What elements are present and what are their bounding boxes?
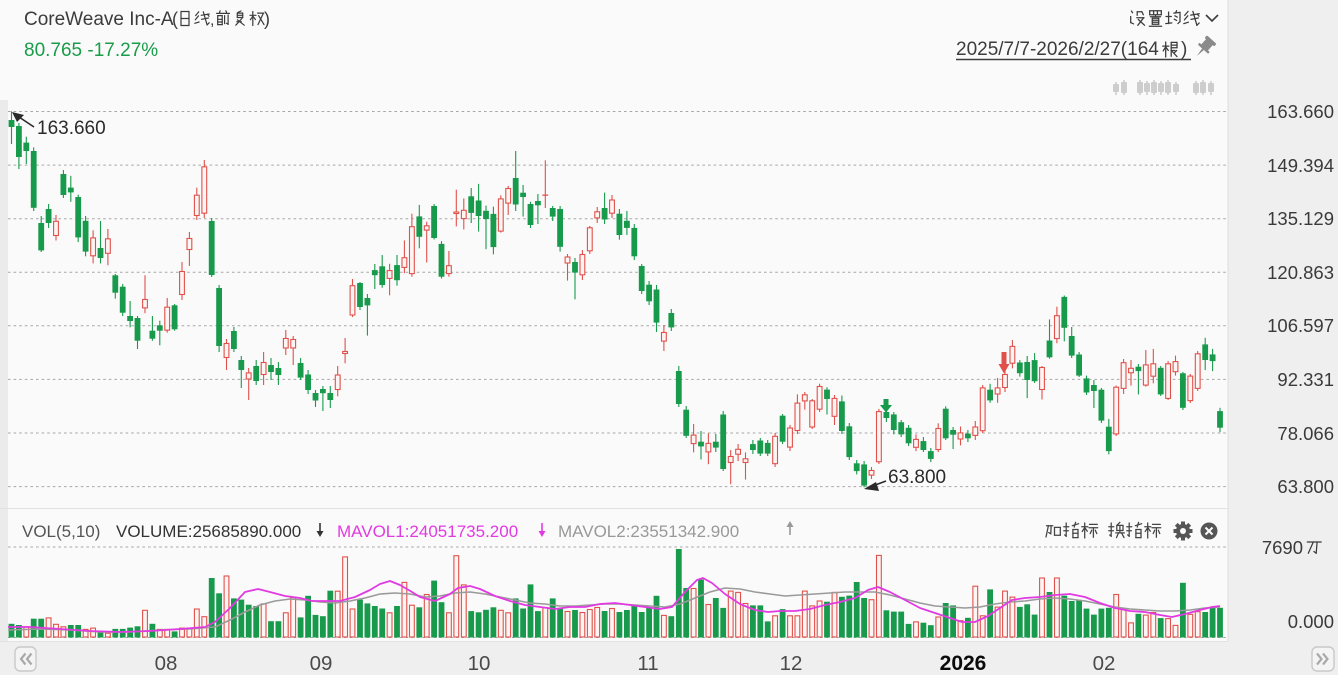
svg-text:10: 10 bbox=[468, 652, 491, 675]
svg-text:63.800: 63.800 bbox=[888, 467, 946, 488]
svg-text:VOL(5,10): VOL(5,10) bbox=[22, 522, 100, 541]
svg-text:80.765 -17.27%: 80.765 -17.27% bbox=[24, 40, 158, 61]
svg-text:VOLUME:25685890.000: VOLUME:25685890.000 bbox=[116, 522, 301, 541]
svg-text:7690: 7690 bbox=[1262, 537, 1303, 558]
svg-text:2026: 2026 bbox=[940, 652, 987, 675]
svg-text:): ) bbox=[264, 9, 270, 29]
svg-text:120.863: 120.863 bbox=[1267, 262, 1334, 283]
svg-text:11: 11 bbox=[637, 652, 658, 675]
svg-text:163.660: 163.660 bbox=[1267, 101, 1334, 122]
svg-text:2025/7/7-2026/2/27(164: 2025/7/7-2026/2/27(164 bbox=[956, 39, 1159, 60]
svg-text:63.800: 63.800 bbox=[1277, 476, 1334, 497]
svg-text:): ) bbox=[1181, 39, 1187, 60]
svg-text:08: 08 bbox=[155, 652, 178, 675]
svg-text:(: ( bbox=[172, 9, 178, 29]
svg-text:149.394: 149.394 bbox=[1267, 155, 1334, 176]
svg-text:135.129: 135.129 bbox=[1267, 208, 1334, 229]
svg-text:163.660: 163.660 bbox=[37, 118, 106, 139]
svg-text:78.066: 78.066 bbox=[1277, 423, 1334, 444]
svg-text:02: 02 bbox=[1093, 652, 1116, 675]
svg-text:0.000: 0.000 bbox=[1288, 611, 1334, 632]
svg-text:106.597: 106.597 bbox=[1267, 315, 1334, 336]
svg-text:MAVOL1:24051735.200: MAVOL1:24051735.200 bbox=[337, 522, 518, 541]
svg-text:12: 12 bbox=[780, 652, 803, 675]
svg-text:92.331: 92.331 bbox=[1277, 369, 1334, 390]
svg-text:CoreWeave Inc-A: CoreWeave Inc-A bbox=[24, 9, 174, 30]
svg-text:09: 09 bbox=[310, 652, 333, 675]
svg-text:MAVOL2:23551342.900: MAVOL2:23551342.900 bbox=[558, 522, 739, 541]
svg-text:,: , bbox=[210, 12, 214, 29]
